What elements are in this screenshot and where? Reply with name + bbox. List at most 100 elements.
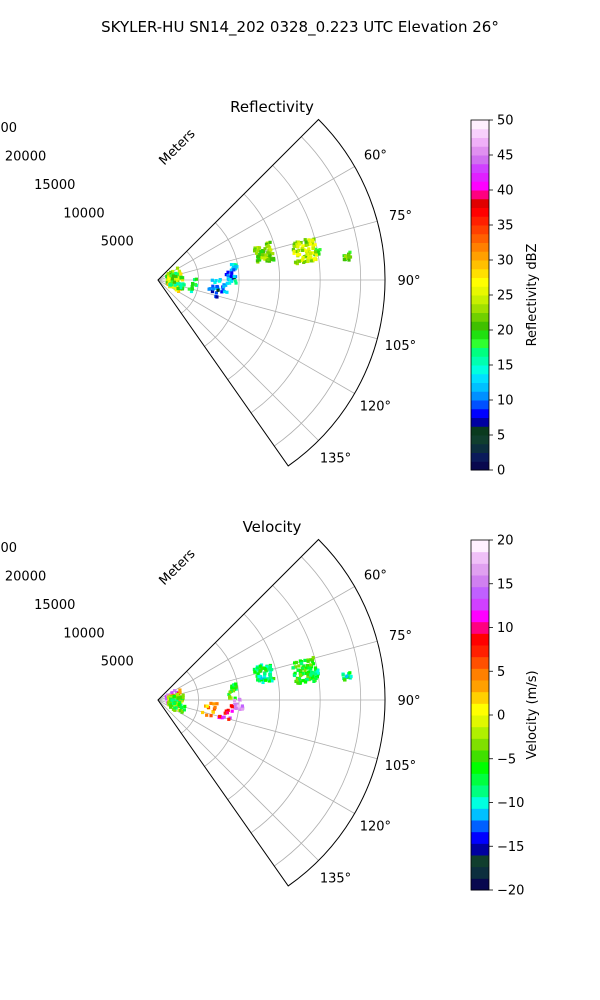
- echo-gate: [258, 664, 262, 668]
- echo-gate: [263, 666, 267, 671]
- echo-gate: [349, 674, 353, 678]
- echo-gate: [172, 689, 177, 693]
- colorbar-tick-label: 5: [497, 665, 505, 680]
- echo-gate: [293, 241, 297, 245]
- echo-gate: [180, 699, 184, 703]
- velocity-panel: Velocity 5000 10000 15000 20000 25000 60° 75° 9…: [0, 518, 540, 899]
- echo-gate: [180, 287, 185, 291]
- echo-gate: [293, 661, 297, 665]
- echo-gate: [228, 690, 232, 694]
- colorbar-tick-label: 25: [497, 289, 514, 304]
- colorbar-segment: [471, 330, 489, 340]
- colorbar-segment: [471, 163, 489, 173]
- echo-gate: [224, 709, 228, 713]
- echo-gate: [172, 698, 176, 702]
- colorbar-segment: [471, 242, 489, 252]
- echo-gate: [311, 662, 316, 666]
- echo-gate: [170, 691, 174, 695]
- echo-gate: [211, 284, 215, 288]
- range-tick-label: 5000: [101, 655, 134, 670]
- colorbar-segment: [471, 796, 489, 809]
- echo-gate: [257, 246, 262, 250]
- echo-gate: [292, 251, 296, 255]
- echo-gate: [342, 257, 346, 262]
- echo-gate: [234, 706, 238, 711]
- azimuth-gridline: [157, 699, 319, 861]
- echo-gate: [261, 680, 265, 685]
- range-tick-label: 20000: [5, 570, 46, 585]
- colorbar-segment: [471, 286, 489, 296]
- echo-gate: [268, 673, 272, 677]
- echo-gate: [265, 665, 269, 669]
- echo-gate: [316, 668, 320, 672]
- echo-gate: [297, 259, 301, 263]
- echo-gate: [175, 276, 180, 281]
- echo-gate: [309, 259, 313, 263]
- echo-gate: [347, 255, 351, 259]
- range-tick-label: 25000: [0, 121, 17, 136]
- echo-gate: [301, 244, 305, 248]
- echo-gate: [228, 695, 232, 699]
- echo-gate: [267, 679, 271, 683]
- echo-gate: [187, 287, 191, 291]
- echo-gate: [303, 680, 308, 684]
- echo-gate: [266, 257, 270, 262]
- echo-gate: [313, 672, 318, 676]
- echo-gate: [348, 250, 352, 254]
- echo-gate: [178, 690, 182, 695]
- azimuth-gridline: [157, 586, 355, 701]
- colorbar-segment: [471, 715, 489, 728]
- echo-gate: [172, 280, 177, 284]
- echo-gate: [235, 702, 239, 706]
- echo-gate: [306, 675, 310, 680]
- azimuth-tick-label: 135°: [320, 871, 351, 886]
- range-tick-label: 10000: [63, 626, 104, 641]
- echo-gate: [313, 666, 318, 670]
- echo-gate: [176, 289, 181, 293]
- colorbar-segment: [471, 633, 489, 646]
- colorbar-segment: [471, 338, 489, 348]
- echo-gate: [193, 283, 198, 287]
- echo-gate: [213, 705, 217, 710]
- echo-gate: [294, 660, 298, 665]
- echo-gate: [268, 240, 272, 244]
- echo-gate: [263, 247, 267, 251]
- echo-gate: [272, 256, 276, 261]
- colorbar-segment: [471, 575, 489, 588]
- echo-gate: [296, 668, 300, 673]
- echo-gate: [267, 251, 271, 255]
- echo-gate: [208, 287, 212, 291]
- echo-gate: [169, 704, 173, 709]
- colorbar-segment: [471, 820, 489, 833]
- echo-gate: [304, 240, 308, 244]
- echo-gate: [308, 251, 313, 256]
- echo-gate: [171, 269, 175, 274]
- echo-gate: [253, 670, 257, 674]
- echo-gate: [299, 668, 303, 673]
- echo-gate: [175, 272, 180, 276]
- echo-gate: [167, 275, 171, 279]
- echo-gate: [343, 254, 347, 259]
- colorbar-segment: [471, 303, 489, 313]
- colorbar-tick-label: 10: [497, 394, 514, 409]
- echo-gate: [167, 277, 171, 281]
- echo-gate: [312, 257, 317, 261]
- colorbar-tick-label: 35: [497, 219, 514, 234]
- colorbar-tick-label: −15: [497, 840, 524, 855]
- echo-gate: [300, 666, 304, 670]
- colorbar-segment: [471, 347, 489, 357]
- colorbar-segment: [471, 155, 489, 165]
- echo-gate: [170, 279, 174, 283]
- echo-gate: [301, 248, 305, 252]
- echo-gate: [190, 287, 194, 291]
- echo-gate: [210, 278, 214, 282]
- echo-gate: [303, 668, 307, 672]
- echo-gate: [302, 260, 306, 265]
- echo-gate: [297, 252, 302, 257]
- echo-gate: [291, 248, 295, 252]
- azimuth-gridline: [157, 279, 355, 394]
- echo-gate: [174, 282, 178, 286]
- colorbar-segment: [471, 400, 489, 410]
- echo-gate: [257, 252, 261, 256]
- echo-gate: [173, 708, 177, 712]
